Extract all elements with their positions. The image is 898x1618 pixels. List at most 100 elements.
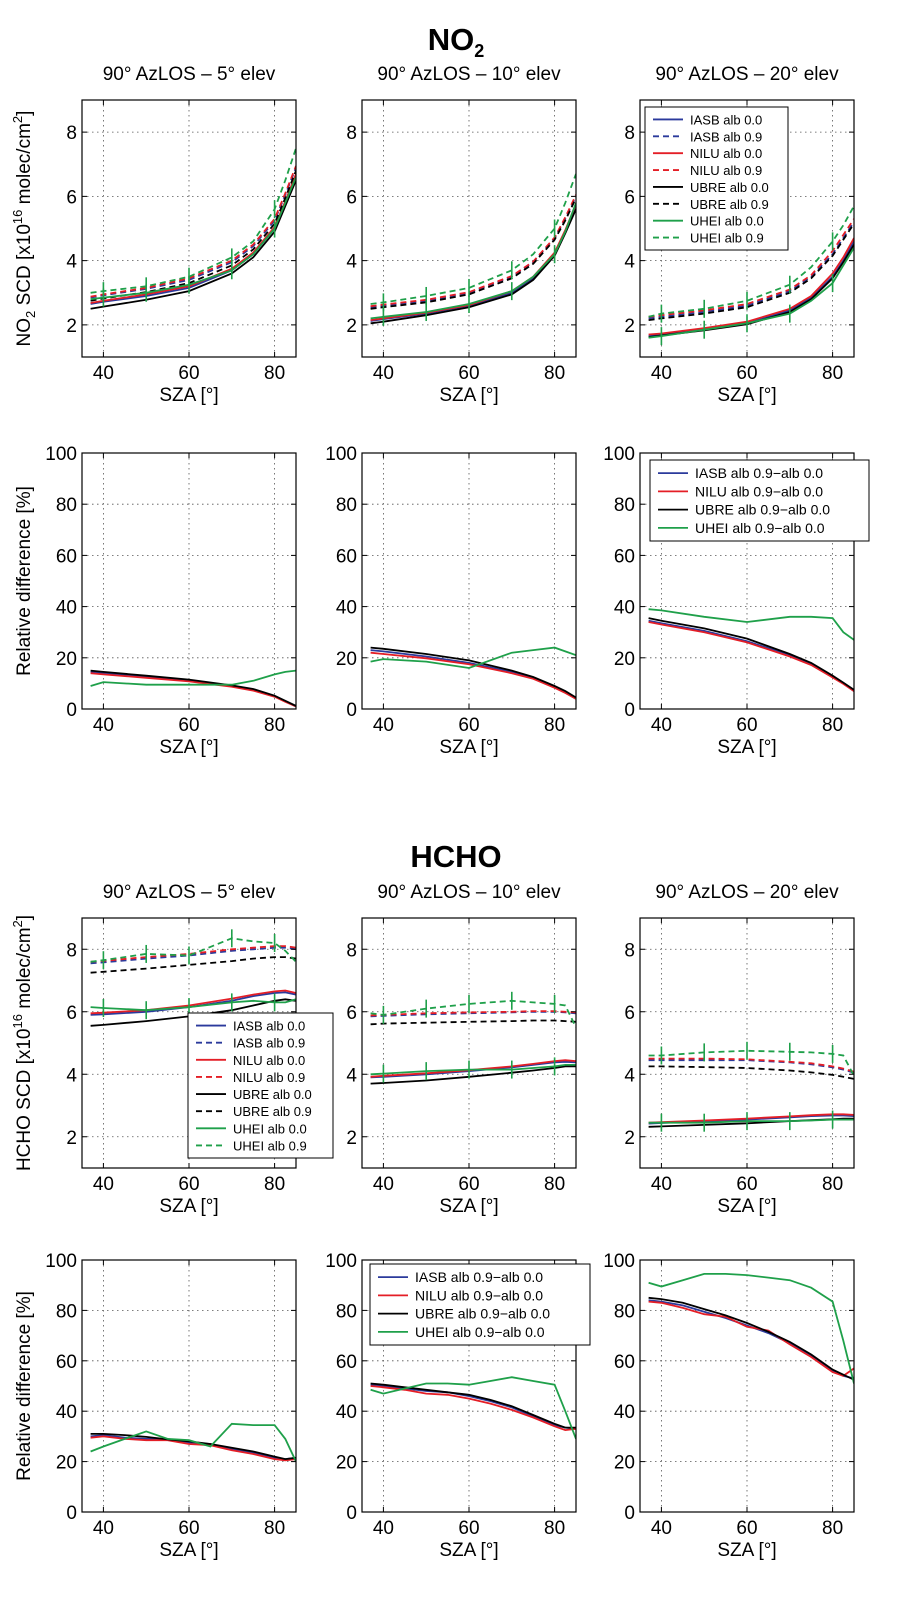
y-tick-label: 6 (346, 1003, 357, 1024)
panel-title: 90° AzLOS – 20° elev (655, 64, 839, 85)
legend-label: UBRE alb 0.9 (690, 197, 769, 212)
series-line-uhei (90, 1422, 296, 1462)
y-tick-label: 0 (66, 1503, 77, 1524)
series-line-iasb (648, 619, 854, 692)
x-tick-label: 40 (651, 715, 672, 736)
legend-label: UHEI alb 0.9−alb 0.0 (415, 1324, 545, 1340)
y-tick-label: 0 (66, 700, 77, 721)
y-tick-label: 20 (336, 1453, 357, 1474)
chart-no2-reldiff-2: 40 60 80 0 20 40 60 80 100 SZA [°] (325, 444, 577, 758)
x-tick-label: 80 (544, 363, 565, 384)
x-tick-label: 40 (93, 1518, 114, 1539)
x-axis-label: SZA [°] (717, 737, 776, 758)
y-tick-label: 100 (325, 444, 357, 465)
x-axis-label: SZA [°] (439, 385, 498, 406)
y-tick-label: 4 (346, 252, 357, 273)
legend: IASB alb 0.0 IASB alb 0.9 NILU alb 0.0 NILU… (187, 1012, 334, 1159)
series-group (648, 608, 854, 692)
y-tick-label: 100 (45, 1251, 77, 1272)
x-tick-label: 40 (373, 363, 394, 384)
legend-box (644, 106, 789, 251)
y-tick-label: 20 (56, 649, 77, 670)
y-tick-label: 20 (56, 1453, 77, 1474)
x-axis-label: SZA [°] (717, 385, 776, 406)
series-line-uhei (370, 646, 576, 669)
x-axis-label: SZA [°] (439, 737, 498, 758)
x-tick-label: 40 (373, 1174, 394, 1195)
x-tick-label: 80 (822, 1518, 843, 1539)
y-tick-label: 20 (614, 649, 635, 670)
series-line-uhei (648, 608, 854, 641)
series-line-ubre (370, 646, 576, 699)
y-tick-label: 0 (346, 700, 357, 721)
panel-title: 90° AzLOS – 10° elev (377, 64, 561, 85)
series-line-nilu-dashed (370, 1010, 576, 1017)
x-tick-label: 40 (651, 363, 672, 384)
legend-label: UHEI alb 0.9 (690, 231, 764, 246)
axes-box (361, 452, 577, 710)
chart-hcho-scd-1: 40 60 80 2 4 6 8 SZA [°] 90° AzLOS – 5° elev HCHO… (10, 882, 334, 1217)
legend-label: IASB alb 0.9−alb 0.0 (695, 465, 823, 481)
x-tick-label: 80 (822, 1174, 843, 1195)
y-tick-label: 8 (624, 940, 635, 961)
y-tick-label: 100 (603, 444, 635, 465)
y-tick-label: 6 (624, 187, 635, 208)
x-axis-label: SZA [°] (159, 385, 218, 406)
legend: IASB alb 0.0 IASB alb 0.9 NILU alb 0.0 NILU… (644, 106, 789, 251)
legend-label: NILU alb 0.9−alb 0.0 (695, 483, 823, 499)
y-axis-label: NO2 SCD [x1016 molec/cm2] (10, 111, 38, 347)
series-group (370, 1376, 576, 1440)
series-line-nilu (90, 1435, 296, 1462)
chart-no2-reldiff-1: 40 60 80 0 20 40 60 80 100 SZA [°] Relative differ… (14, 444, 297, 758)
y-tick-label: 40 (56, 1402, 77, 1423)
no2-section-title: NO2 (428, 22, 485, 61)
y-axis-label: Relative difference [%] (14, 486, 35, 676)
chart-hcho-reldiff-3: 40 60 80 0 20 40 60 80 100 SZA [°] (603, 1251, 855, 1561)
series-line-iasb-dashed (90, 946, 296, 965)
x-axis-label: SZA [°] (159, 1196, 218, 1217)
x-tick-label: 60 (736, 1174, 757, 1195)
series-line-uhei (648, 247, 854, 339)
y-tick-label: 80 (56, 495, 77, 516)
panel-title: 90° AzLOS – 5° elev (103, 64, 276, 85)
y-tick-label: 80 (56, 1301, 77, 1322)
y-tick-label: 80 (336, 1301, 357, 1322)
x-tick-label: 60 (458, 1174, 479, 1195)
chart-hcho-scd-3: 40 60 80 2 4 6 8 SZA [°] 90° AzLOS – 20° elev (624, 882, 855, 1217)
series-line-iasb (370, 1383, 576, 1430)
chart-hcho-scd-2: 40 60 80 2 4 6 8 SZA [°] 90° AzLOS – 10° elev (346, 882, 577, 1217)
hcho-section-title: HCHO (410, 839, 501, 874)
y-tick-label: 40 (336, 1402, 357, 1423)
y-tick-label: 0 (624, 1503, 635, 1524)
series-line-nilu (648, 1300, 854, 1377)
legend-label: NILU alb 0.9−alb 0.0 (415, 1287, 543, 1303)
y-tick-label: 8 (346, 940, 357, 961)
x-tick-label: 60 (458, 1518, 479, 1539)
x-tick-label: 60 (458, 363, 479, 384)
series-line-iasb-dashed (90, 167, 296, 299)
y-tick-label: 40 (614, 598, 635, 619)
legend-label: UHEI alb 0.0 (690, 214, 764, 229)
series-line-ubre-dashed (90, 956, 296, 974)
series-line-ubre-dashed (370, 1019, 576, 1026)
series-line-ubre-dashed (90, 170, 296, 302)
y-tick-label: 100 (603, 1251, 635, 1272)
x-axis-label: SZA [°] (439, 1540, 498, 1561)
series-line-nilu-dashed (648, 1057, 854, 1073)
series-line-uhei-dashed (370, 173, 576, 305)
y-tick-label: 8 (624, 123, 635, 144)
x-tick-label: 80 (264, 1518, 285, 1539)
y-axis-label: HCHO SCD [x1016 molec/cm2] (10, 915, 35, 1171)
series-group (90, 147, 296, 310)
panel-title: 90° AzLOS – 20° elev (655, 882, 839, 903)
legend-label: UBRE alb 0.0 (690, 180, 769, 195)
series-line-nilu-dashed (90, 165, 296, 298)
y-tick-label: 4 (346, 1065, 357, 1086)
y-tick-label: 2 (624, 1128, 635, 1149)
y-tick-label: 60 (614, 546, 635, 567)
legend-label: NILU alb 0.0 (690, 146, 762, 161)
y-tick-label: 80 (614, 1301, 635, 1322)
y-tick-label: 0 (346, 1503, 357, 1524)
